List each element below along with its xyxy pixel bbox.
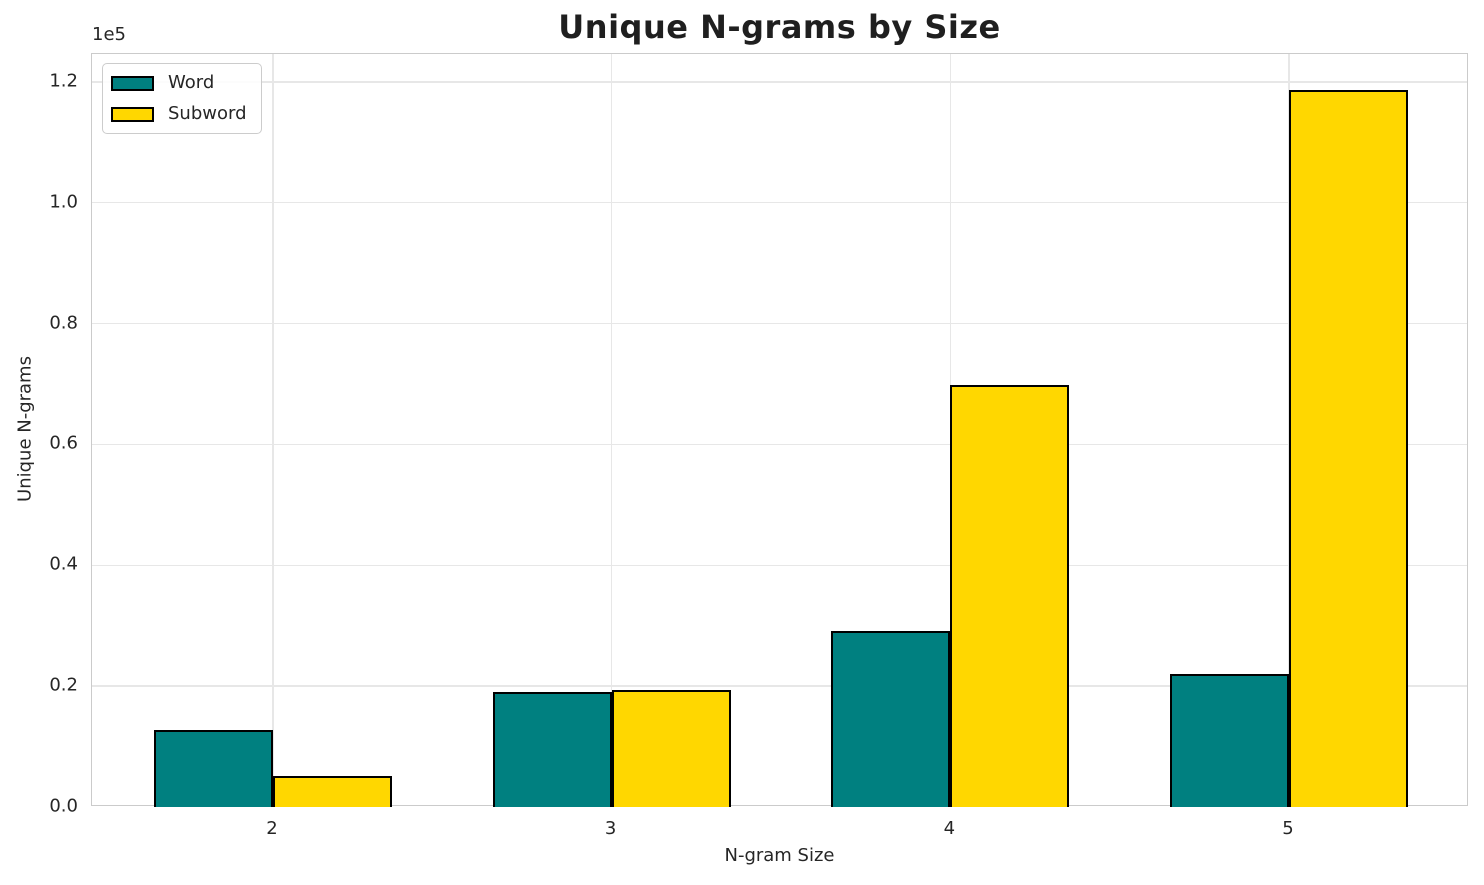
y-axis-label: Unique N-grams <box>14 356 36 502</box>
bar-word-2 <box>153 729 273 807</box>
x-tick-label: 4 <box>943 818 956 839</box>
bar-subword-3 <box>611 690 731 807</box>
y-tick-label: 1.2 <box>49 70 78 92</box>
x-axis-label: N-gram Size <box>724 845 835 866</box>
plot-area: Word Subword <box>91 53 1468 807</box>
x-tick-label: 5 <box>1282 818 1294 839</box>
y-gridline <box>92 564 1467 567</box>
y-tick-label: 1.0 <box>49 191 78 213</box>
chart-title: Unique N-grams by Size <box>558 8 1001 46</box>
y-gridline <box>92 685 1467 687</box>
x-tick-label: 2 <box>266 818 278 839</box>
bar-word-4 <box>831 631 951 807</box>
bar-word-3 <box>492 691 612 807</box>
legend-label: Subword <box>168 103 247 124</box>
legend-item-subword: Subword <box>111 105 247 123</box>
y-tick-label: 0.0 <box>49 795 78 817</box>
x-gridline <box>272 54 274 805</box>
y-axis-offset-text: 1e5 <box>92 24 126 45</box>
y-gridline <box>92 81 1467 83</box>
bar-subword-5 <box>1288 89 1408 807</box>
y-tick-label: 0.6 <box>49 432 78 454</box>
legend-item-word: Word <box>111 74 247 92</box>
legend-label: Word <box>168 72 215 93</box>
y-tick-label: 0.2 <box>49 674 78 696</box>
legend: Word Subword <box>102 63 262 134</box>
y-gridline <box>92 322 1467 325</box>
y-tick-label: 0.4 <box>49 553 78 575</box>
legend-swatch-subword <box>111 106 154 122</box>
x-gridline <box>610 54 613 805</box>
x-tick-label: 3 <box>604 818 617 839</box>
bar-word-5 <box>1169 674 1289 807</box>
bar-subword-2 <box>272 775 392 807</box>
y-tick-label: 0.8 <box>49 312 78 334</box>
y-gridline <box>92 201 1467 204</box>
legend-swatch-word <box>111 75 154 91</box>
y-gridline <box>92 443 1467 446</box>
bar-subword-4 <box>950 385 1070 807</box>
